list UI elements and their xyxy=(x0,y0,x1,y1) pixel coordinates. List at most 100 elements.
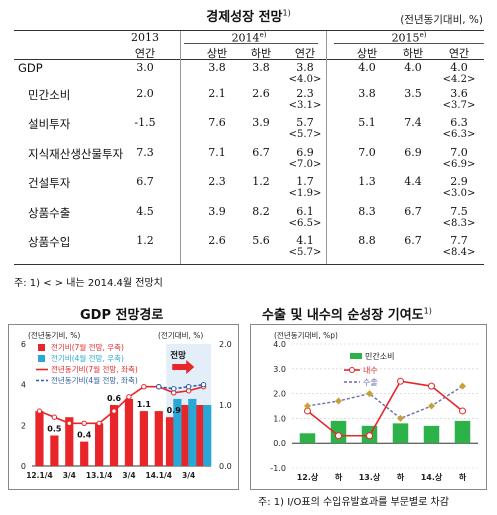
table-cell: 5.1 xyxy=(358,116,376,129)
line-yoy-april xyxy=(158,383,204,390)
x-tick-label: 3/4 xyxy=(63,471,76,480)
table-cell: 8.8 xyxy=(358,234,376,247)
header-col: 하반 xyxy=(250,47,272,60)
table-cell: 4.0 xyxy=(358,61,376,74)
table-cell: 7.0 xyxy=(450,146,468,159)
legend-label: 전기비(7월 전망, 우축) xyxy=(51,342,124,352)
header-col: 상반 xyxy=(356,47,378,60)
table-prev-forecast: <7.0> xyxy=(288,159,322,170)
bar-qoq-april xyxy=(173,398,182,466)
table-prev-forecast: <5.7> xyxy=(288,247,322,258)
table-cell: 3.9 xyxy=(208,205,226,218)
point-yoy-july xyxy=(36,408,43,414)
line-exports xyxy=(307,385,463,420)
legend-swatch xyxy=(38,355,45,362)
y-right-tick-label: 2.0 xyxy=(219,340,232,349)
point-domestic-demand xyxy=(428,382,435,390)
table-row-label: 건설투자 xyxy=(28,176,71,190)
point-domestic-demand xyxy=(459,407,466,415)
bar-qoq-july xyxy=(124,398,134,466)
table-cell: 7.7 xyxy=(450,234,468,247)
point-yoy-april xyxy=(156,384,162,390)
bar-data-label: 0.4 xyxy=(77,431,92,440)
header-col: 연간 xyxy=(134,47,156,60)
header-col: 하반 xyxy=(402,47,424,60)
point-domestic-demand xyxy=(366,432,373,440)
y-right-tick-label: 0.0 xyxy=(219,462,232,471)
bar-qoq-july xyxy=(165,417,175,466)
chart-footnote: 주: 1) I/O표의 수입유발효과를 부문별로 차감 xyxy=(258,497,449,508)
point-exports xyxy=(304,402,311,410)
y-tick-label: 4.0 xyxy=(273,340,286,349)
x-tick-label: 12.상 xyxy=(297,472,319,482)
contribution-chart-frame xyxy=(250,324,487,490)
legend-swatch xyxy=(350,353,362,359)
column-divider xyxy=(180,31,181,264)
bar-qoq-july xyxy=(65,417,74,466)
bar-qoq-july xyxy=(195,405,204,466)
header-col: 상반 xyxy=(206,47,228,60)
forecast-label: 전망 xyxy=(170,350,186,361)
table-cell: 3.5 xyxy=(404,87,422,100)
table-cell: 7.5 xyxy=(450,205,468,218)
table-prev-forecast: <3.0> xyxy=(442,188,476,199)
y-axis-label: (전년동기대비, %p) xyxy=(274,330,338,340)
header-col: 연간 xyxy=(294,47,316,60)
table-cell: 3.9 xyxy=(252,116,270,129)
table-cell: 7.1 xyxy=(208,146,226,159)
point-yoy-july xyxy=(51,414,58,420)
table-cell: 3.8 xyxy=(208,61,226,74)
table-prev-forecast: <4.2> xyxy=(442,74,476,85)
bar-qoq-july xyxy=(109,405,119,466)
table-cell: 2.3 xyxy=(208,175,226,188)
table-cell: 2.0 xyxy=(136,87,154,100)
point-yoy-july xyxy=(126,394,132,400)
x-tick-label: 13.1/4 xyxy=(86,471,112,480)
table-cell: -1.5 xyxy=(134,116,156,129)
table-unit: (전년동기대비, %) xyxy=(400,14,483,26)
table-cell: 4.0 xyxy=(404,61,422,74)
bar-qoq-july xyxy=(154,411,163,466)
x-tick-label: 3/4 xyxy=(182,471,195,480)
point-exports xyxy=(459,382,466,390)
table-cell: 1.7 xyxy=(296,175,314,188)
table-cell: 4.1 xyxy=(296,234,314,247)
point-domestic-demand xyxy=(335,432,342,440)
legend-label: 전년동기비(4월 전망, 좌축) xyxy=(51,375,138,385)
table-row-label: 지식재산생산물투자 xyxy=(28,147,124,161)
table-cell: 6.9 xyxy=(296,146,314,159)
table-prev-forecast: <8.4> xyxy=(442,247,476,258)
table-prev-forecast: <1.9> xyxy=(288,188,322,199)
x-tick-label: 14.1/4 xyxy=(146,471,172,480)
table-prev-forecast: <6.3> xyxy=(442,129,476,140)
header-bottom-rule xyxy=(14,59,484,60)
table-prev-forecast: <3.7> xyxy=(442,100,476,111)
x-tick-label: 12.1/4 xyxy=(26,471,52,480)
legend-label: 민간소비 xyxy=(365,351,394,361)
table-cell: 3.6 xyxy=(450,87,468,100)
point-yoy-july xyxy=(66,420,72,427)
table-row-label: GDP xyxy=(18,61,43,75)
forecast-arrow xyxy=(172,360,195,374)
y-tick-label: 3.0 xyxy=(273,365,286,374)
point-yoy-july xyxy=(81,420,87,427)
growth-forecast-table: 2013 2014e) 2015e) 연간 상반 하반 연간 상반 하반 연간 … xyxy=(14,28,484,265)
table-prev-forecast: <6.9> xyxy=(442,159,476,170)
bar-qoq-july xyxy=(80,441,89,466)
table-cell: 2.9 xyxy=(450,175,468,188)
table-cell: 2.3 xyxy=(296,87,314,100)
table-cell: 7.6 xyxy=(208,116,226,129)
y-left-axis-label: (전년동기비, %) xyxy=(28,330,80,340)
table-cell: 1.2 xyxy=(252,175,270,188)
point-exports xyxy=(397,414,404,422)
header-2015: 2015e) xyxy=(391,31,427,45)
table-cell: 3.8 xyxy=(358,87,376,100)
table-cell: 3.8 xyxy=(252,61,270,74)
bar-data-label: 0.5 xyxy=(47,425,62,434)
table-cell: 3.0 xyxy=(136,61,154,74)
y-tick-label: 0.0 xyxy=(273,439,286,448)
table-cell: 1.3 xyxy=(358,175,376,188)
table-footnote: 주: 1) < > 내는 2014.4월 전망치 xyxy=(14,278,163,289)
x-tick-label: 14.상 xyxy=(421,472,443,482)
